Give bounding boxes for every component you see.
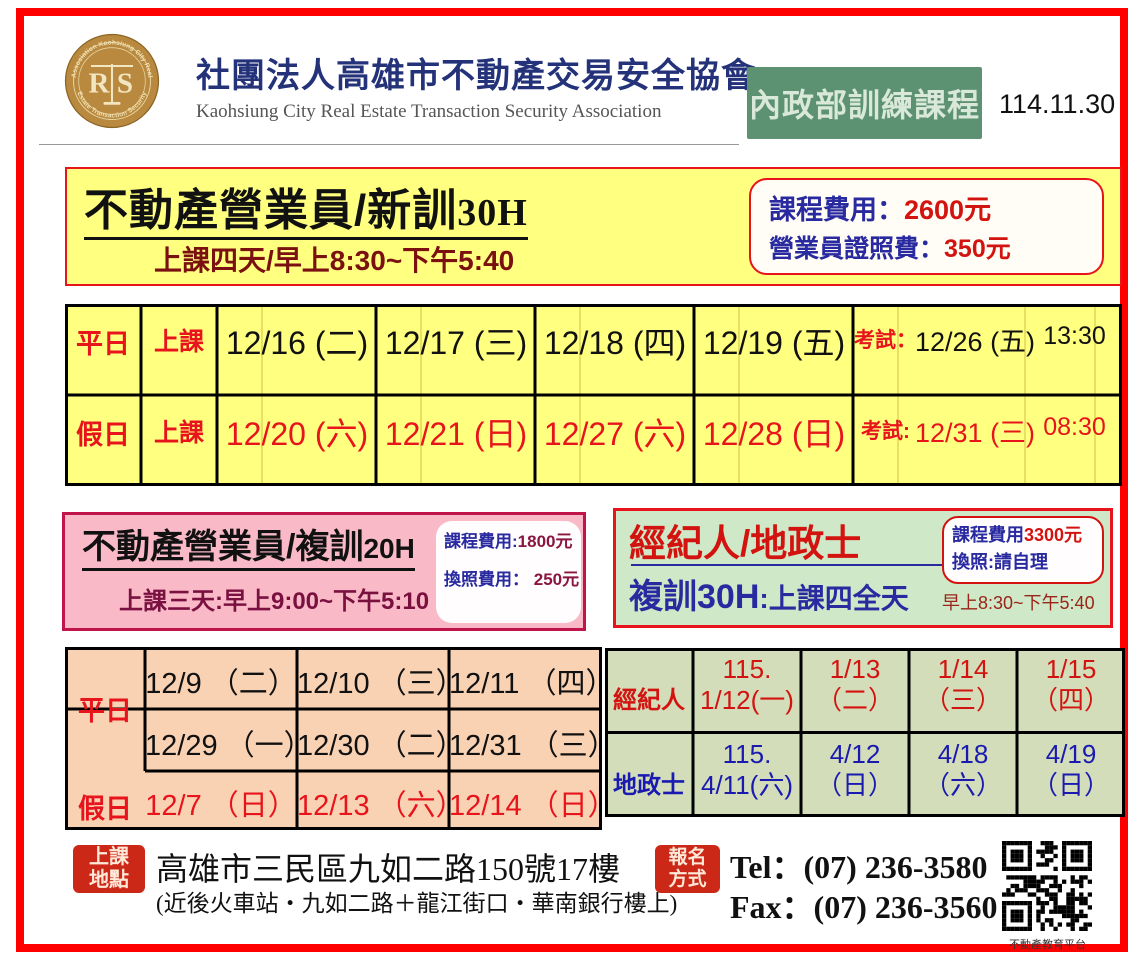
svg-text:R: R	[89, 68, 111, 100]
svg-text:S: S	[117, 68, 133, 100]
